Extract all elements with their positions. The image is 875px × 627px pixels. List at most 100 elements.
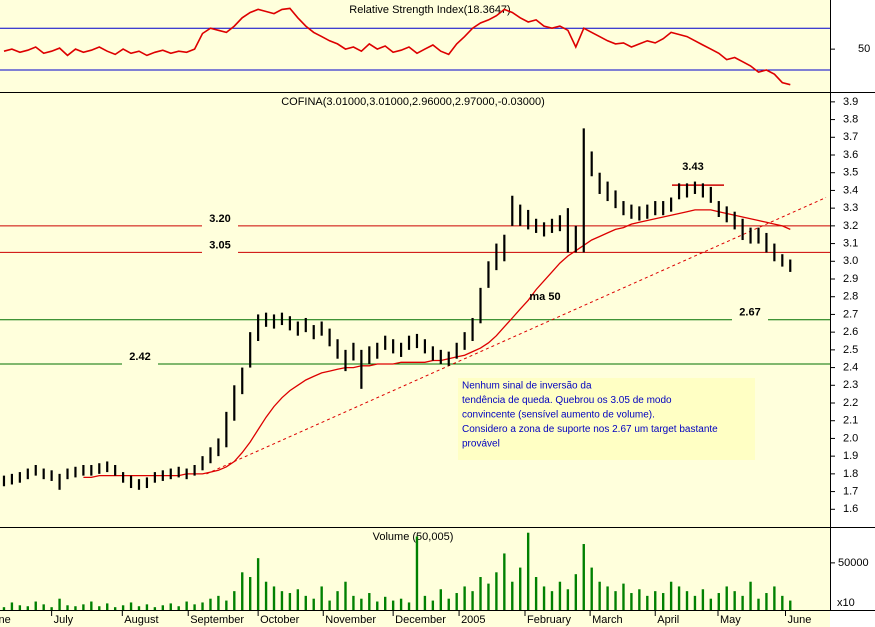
volume-bar (256, 558, 260, 610)
y-tick-label: 2.2 (843, 397, 858, 409)
volume-bar (781, 595, 784, 610)
volume-bar (677, 586, 681, 610)
volume-bar (495, 572, 498, 610)
volume-bar (526, 532, 530, 610)
level-label: 3.20 (209, 213, 230, 225)
y-tick-label: 1.6 (843, 503, 858, 515)
volume-bar (669, 581, 673, 610)
x-tick-label: October (260, 614, 299, 626)
x-tick-label: April (657, 614, 679, 626)
rsi-title: Relative Strength Index(18.3647) (349, 4, 510, 16)
y-tick-label: 2.0 (843, 432, 858, 444)
volume-bar (519, 567, 522, 610)
level-label-bg (732, 311, 768, 321)
volume-bar (542, 586, 546, 610)
volume-bar (447, 598, 450, 610)
y-tick-label: 3.4 (843, 184, 858, 196)
volume-bar (50, 607, 53, 610)
volume-bar (18, 605, 22, 610)
volume-bar (638, 589, 641, 610)
volume-bar (288, 593, 292, 610)
volume-bar (407, 602, 411, 610)
volume-bar (558, 581, 562, 610)
y-tick-label: 3.5 (843, 167, 858, 179)
volume-bar (106, 603, 109, 610)
ma-label: ma 50 (529, 291, 560, 303)
volume-bar (137, 606, 141, 610)
y-tick-label: 2.7 (843, 308, 858, 320)
volume-bar (121, 605, 125, 610)
trend-line (206, 197, 827, 475)
y-tick-label: 3.8 (843, 113, 858, 125)
volume-bar (272, 586, 276, 610)
volume-bar (773, 586, 776, 610)
volume-bar (661, 593, 665, 610)
volume-bar (590, 567, 593, 610)
volume-bar (622, 583, 625, 610)
y-tick-label: 3.7 (843, 131, 858, 143)
volume-bar (320, 586, 323, 610)
volume-bar (709, 598, 713, 610)
level-label: 2.42 (129, 351, 150, 363)
volume-bar (582, 544, 585, 610)
x-tick-label: July (54, 614, 74, 626)
volume-bar (177, 606, 180, 610)
y-tick-label: 50 (858, 43, 870, 55)
volume-bar (113, 607, 117, 610)
volume-bar (455, 593, 458, 610)
volume-bar (161, 605, 165, 610)
y-tick-label: 3.1 (843, 237, 858, 249)
volume-bar (296, 589, 300, 610)
volume-bar (241, 572, 244, 610)
x-tick-label: March (592, 614, 623, 626)
volume-bar (463, 586, 466, 610)
volume-bar (741, 595, 744, 610)
volume-bar (717, 593, 720, 610)
x-tick-label: November (325, 614, 376, 626)
volume-bar (614, 591, 617, 610)
volume-bar (58, 598, 61, 610)
volume-bar (415, 536, 419, 610)
volume-bar (280, 591, 284, 610)
y-tick-label: 3.0 (843, 255, 858, 267)
volume-bar (733, 591, 736, 610)
volume-bar (185, 601, 188, 610)
x-tick-label: February (527, 614, 572, 626)
volume-bar (26, 606, 29, 610)
volume-bar (10, 602, 14, 610)
y-tick-label: 3.9 (843, 96, 858, 108)
volume-bar (789, 600, 792, 610)
volume-bar (129, 602, 133, 610)
x-tick-label: May (720, 614, 741, 626)
volume-bar (145, 604, 149, 610)
volume-bar (550, 591, 554, 610)
volume-bar (646, 595, 649, 610)
volume-bar (757, 598, 760, 610)
volume-bar (98, 606, 101, 610)
rsi-line (3, 7, 791, 86)
volume-bar (304, 595, 307, 610)
volume-bar (606, 586, 609, 610)
volume-bar (598, 581, 601, 610)
annotation-text: Nenhum sinal de inversão da (462, 381, 592, 392)
volume-bar (209, 598, 212, 610)
y-tick-label: 3.6 (843, 149, 858, 161)
y-tick-label: 2.1 (843, 415, 858, 427)
volume-bar (42, 604, 45, 610)
volume-bar (471, 591, 474, 610)
volume-bar (487, 583, 490, 610)
volume-bar (82, 604, 85, 610)
volume-bar (169, 603, 172, 610)
volume-multiplier: x10 (837, 597, 855, 609)
volume-bar (439, 589, 442, 610)
volume-bar (217, 595, 220, 610)
volume-bar (574, 574, 578, 610)
level-label-bg (122, 356, 158, 366)
annotation-box (458, 378, 755, 460)
volume-bar (423, 595, 427, 610)
volume-bar (630, 593, 633, 610)
volume-bar (431, 600, 435, 610)
x-tick-label: 2005 (461, 614, 485, 626)
volume-bar (368, 593, 371, 610)
